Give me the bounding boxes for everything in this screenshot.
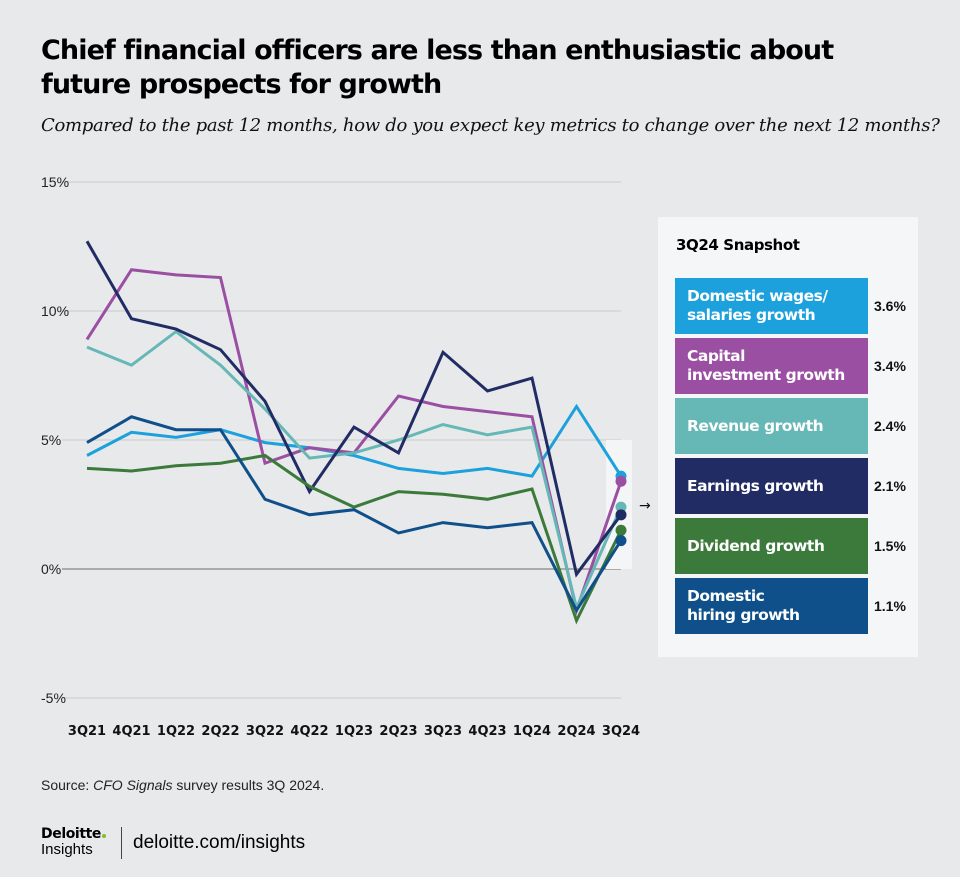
end-point-marker	[615, 535, 627, 547]
end-point-marker	[615, 524, 627, 536]
y-tick-label: -5%	[41, 690, 66, 706]
x-axis-ticks: 3Q21 4Q21 1Q22 2Q22 3Q22 4Q22 1Q23 2Q23 3Q23 4Q23…	[68, 724, 640, 739]
source-survey-name: CFO Signals	[93, 777, 173, 793]
legend-label: Domestic hiring growth	[687, 587, 800, 624]
legend-value: 1.1%	[874, 598, 906, 614]
end-markers	[615, 470, 627, 547]
y-tick-label: 5%	[41, 432, 61, 448]
legend-item: Domestic hiring growth	[675, 578, 868, 634]
x-tick-label: 3Q24	[602, 724, 640, 739]
x-tick-label: 2Q23	[379, 724, 417, 739]
end-point-marker	[615, 509, 627, 521]
x-tick-label: 4Q22	[290, 724, 328, 739]
series-line-5	[86, 415, 623, 614]
brand-dot-icon	[102, 834, 107, 838]
x-tick-label: 4Q23	[468, 724, 506, 739]
series-line-4	[86, 453, 623, 625]
x-tick-label: 4Q21	[112, 724, 150, 739]
series-line-2	[86, 329, 623, 613]
legend-label: Capital investment growth	[687, 347, 845, 384]
x-tick-label: 1Q23	[335, 724, 373, 739]
legend-value: 2.1%	[874, 478, 906, 494]
legend-label: Dividend growth	[687, 536, 825, 555]
legend-value: 2.4%	[874, 418, 906, 434]
legend-label: Earnings growth	[687, 476, 824, 495]
legend-label: Domestic wages/ salaries growth	[687, 287, 828, 324]
gridlines	[62, 181, 621, 699]
source-note: Source: CFO Signals survey results 3Q 20…	[41, 777, 325, 793]
series-lines	[85, 240, 623, 625]
arrow-right-icon: →	[639, 498, 651, 514]
divider	[121, 827, 122, 859]
x-tick-label: 3Q21	[68, 724, 106, 739]
legend-item: Revenue growth	[675, 398, 868, 454]
brand-name: Deloitte	[41, 826, 102, 842]
legend-value: 3.6%	[874, 298, 906, 314]
legend-item: Earnings growth	[675, 458, 868, 514]
legend-item: Domestic wages/ salaries growth	[675, 278, 868, 334]
x-tick-label: 1Q24	[513, 724, 551, 739]
chart-subtitle: Compared to the past 12 months, how do y…	[41, 115, 940, 136]
series-line-0	[86, 403, 623, 478]
x-tick-label: 3Q22	[246, 724, 284, 739]
legend-value: 1.5%	[874, 538, 906, 554]
snapshot-title: 3Q24 Snapshot	[676, 236, 800, 254]
end-point-marker	[615, 475, 627, 487]
legend-item: Capital investment growth	[675, 338, 868, 394]
legend-item: Dividend growth	[675, 518, 868, 574]
brand-sub: Insights	[41, 841, 93, 858]
deloitte-insights-logo: Deloitte Insights	[41, 826, 107, 858]
x-tick-label: 1Q22	[157, 724, 195, 739]
x-tick-label: 2Q22	[201, 724, 239, 739]
x-tick-label: 2Q24	[557, 724, 595, 739]
series-line-3	[85, 240, 623, 578]
y-tick-label: 0%	[41, 561, 61, 577]
y-tick-label: 15%	[41, 174, 69, 190]
x-tick-label: 3Q23	[424, 724, 462, 739]
legend-value: 3.4%	[874, 358, 906, 374]
end-point-marker	[615, 501, 627, 513]
chart-title: Chief financial officers are less than e…	[41, 35, 834, 100]
legend-label: Revenue growth	[687, 416, 824, 435]
y-tick-label: 10%	[41, 303, 69, 319]
site-link[interactable]: deloitte.com/insights	[133, 832, 306, 853]
y-axis-ticks: 15% 10% 5% 0% -5%	[41, 174, 69, 706]
